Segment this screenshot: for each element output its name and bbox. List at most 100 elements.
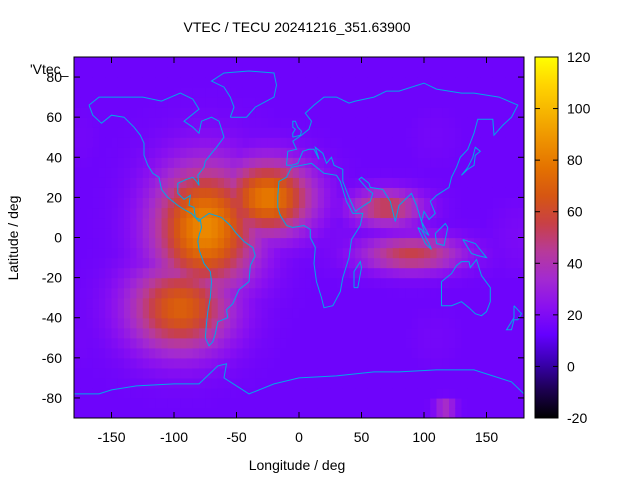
heat-cell bbox=[311, 367, 319, 379]
heat-cell bbox=[330, 347, 338, 359]
heat-cell bbox=[149, 217, 156, 229]
heat-cell bbox=[236, 97, 244, 108]
heat-cell bbox=[392, 327, 400, 339]
heat-cell bbox=[486, 217, 494, 229]
heat-cell bbox=[361, 117, 369, 128]
heat-cell bbox=[186, 87, 194, 98]
heat-cell bbox=[430, 387, 438, 399]
heat-cell bbox=[405, 307, 413, 319]
heat-cell bbox=[230, 117, 238, 128]
heat-cell bbox=[105, 357, 113, 369]
heat-cell bbox=[74, 277, 81, 289]
heat-cell bbox=[367, 137, 375, 148]
heat-cell bbox=[124, 327, 131, 339]
heat-cell bbox=[180, 157, 188, 168]
heat-cell bbox=[242, 347, 250, 359]
heat-cell bbox=[286, 167, 294, 178]
heat-cell bbox=[161, 377, 169, 389]
heat-cell bbox=[305, 257, 313, 269]
heat-cell bbox=[299, 337, 306, 349]
heat-cell bbox=[217, 357, 225, 369]
heat-cell bbox=[417, 407, 425, 418]
heat-cell bbox=[92, 377, 100, 389]
heat-cell bbox=[174, 137, 181, 148]
heat-cell bbox=[392, 87, 400, 98]
heat-cell bbox=[299, 407, 306, 418]
heat-cell bbox=[267, 87, 275, 98]
heat-cell bbox=[374, 97, 381, 108]
heat-cell bbox=[374, 167, 381, 178]
heat-cell bbox=[442, 187, 450, 198]
heat-cell bbox=[411, 357, 419, 369]
heat-cell bbox=[386, 57, 394, 68]
heat-cell bbox=[249, 127, 256, 138]
heat-cell bbox=[211, 257, 219, 269]
heat-cell bbox=[292, 97, 300, 108]
heat-cell bbox=[136, 337, 144, 349]
heat-cell bbox=[205, 237, 213, 249]
heat-cell bbox=[249, 347, 256, 359]
heat-cell bbox=[130, 237, 138, 249]
heat-cell bbox=[442, 257, 450, 269]
heat-cell bbox=[342, 267, 350, 279]
heat-cell bbox=[486, 347, 494, 359]
heat-cell bbox=[236, 107, 244, 118]
heat-cell bbox=[324, 77, 331, 88]
heat-cell bbox=[392, 157, 400, 168]
heat-cell bbox=[180, 107, 188, 118]
heat-cell bbox=[111, 147, 119, 158]
heat-cell bbox=[511, 57, 519, 68]
heat-cell bbox=[330, 287, 338, 299]
heat-cell bbox=[355, 317, 363, 329]
heat-cell bbox=[136, 237, 144, 249]
heat-cell bbox=[111, 167, 119, 178]
heat-cell bbox=[167, 397, 175, 409]
heat-cell bbox=[505, 107, 513, 118]
heat-cell bbox=[286, 57, 294, 68]
heat-cell bbox=[205, 217, 213, 229]
heat-cell bbox=[274, 267, 281, 279]
heat-cell bbox=[355, 57, 363, 68]
heat-cell bbox=[130, 147, 138, 158]
heat-cell bbox=[167, 137, 175, 148]
heat-cell bbox=[292, 377, 300, 389]
heat-cell bbox=[361, 257, 369, 269]
heat-cell bbox=[192, 357, 200, 369]
heat-cell bbox=[111, 347, 119, 359]
heat-cell bbox=[492, 317, 500, 329]
heat-cell bbox=[474, 107, 481, 118]
heat-cell bbox=[367, 237, 375, 249]
heat-cell bbox=[74, 387, 81, 399]
heat-cell bbox=[405, 387, 413, 399]
heat-cell bbox=[299, 97, 306, 108]
heat-cell bbox=[386, 157, 394, 168]
heat-cell bbox=[186, 257, 194, 269]
heat-cell bbox=[349, 287, 356, 299]
heat-cell bbox=[267, 247, 275, 259]
heat-cell bbox=[436, 227, 444, 239]
heat-cell bbox=[292, 327, 300, 339]
heat-cell bbox=[80, 397, 88, 409]
heat-cell bbox=[92, 117, 100, 128]
heat-cell bbox=[299, 367, 306, 379]
heat-cell bbox=[199, 317, 206, 329]
heat-cell bbox=[136, 177, 144, 188]
heat-cell bbox=[317, 327, 325, 339]
heat-cell bbox=[99, 57, 106, 68]
heat-cell bbox=[374, 77, 381, 88]
heat-cell bbox=[417, 367, 425, 379]
heat-cell bbox=[499, 167, 506, 178]
heat-cell bbox=[105, 207, 113, 219]
heat-cell bbox=[311, 127, 319, 138]
x-tick-label: 0 bbox=[295, 429, 303, 445]
heat-cell bbox=[405, 137, 413, 148]
heat-cell bbox=[155, 187, 163, 198]
heat-cell bbox=[142, 357, 150, 369]
heat-cell bbox=[467, 67, 475, 78]
heat-cell bbox=[155, 337, 163, 349]
heat-cell bbox=[105, 237, 113, 249]
heat-cell bbox=[111, 367, 119, 379]
heat-cell bbox=[99, 297, 106, 309]
heat-cell bbox=[317, 247, 325, 259]
heat-cell bbox=[180, 287, 188, 299]
